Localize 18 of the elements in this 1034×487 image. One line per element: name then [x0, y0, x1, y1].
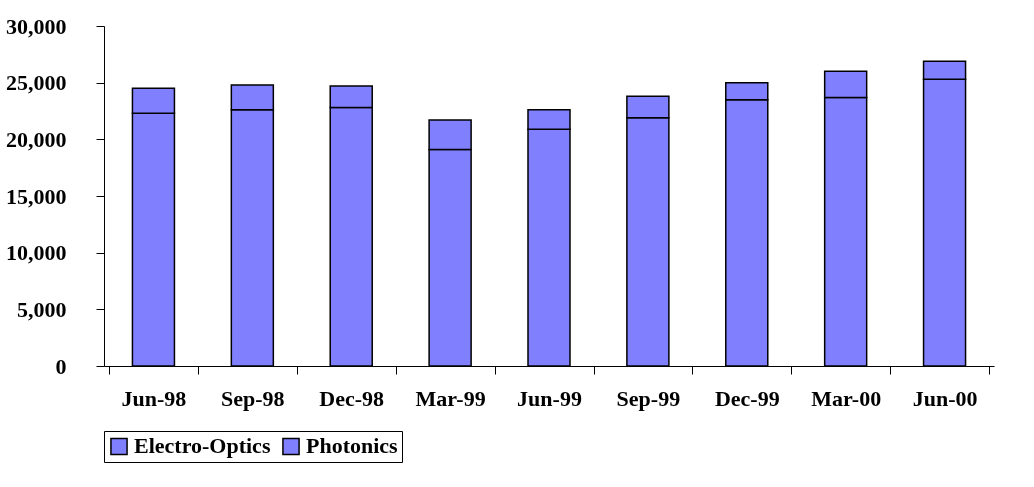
- y-tick-label: 0: [55, 353, 67, 379]
- legend-label: Electro-Optics: [134, 433, 271, 459]
- x-tick-label: Dec-99: [714, 385, 780, 411]
- y-tick-label: 10,000: [6, 240, 67, 266]
- y-tick-label: 25,000: [6, 70, 67, 96]
- x-tick-label: Sep-99: [616, 385, 681, 411]
- x-tick-label: Jun-00: [912, 385, 978, 411]
- y-tick-label: 30,000: [6, 13, 67, 39]
- y-tick-label: 15,000: [6, 183, 67, 209]
- x-tick-label: Dec-98: [319, 385, 385, 411]
- y-tick-label: 20,000: [6, 126, 67, 152]
- x-tick-label: Jun-99: [517, 385, 582, 411]
- x-tick-label: Jun-98: [121, 385, 187, 411]
- x-tick-label: Sep-98: [221, 385, 285, 411]
- legend-label: Photonics: [306, 433, 399, 459]
- x-tick-label: Mar-99: [415, 385, 486, 411]
- y-tick-label: 5,000: [17, 296, 67, 322]
- x-tick-label: Mar-00: [811, 385, 882, 411]
